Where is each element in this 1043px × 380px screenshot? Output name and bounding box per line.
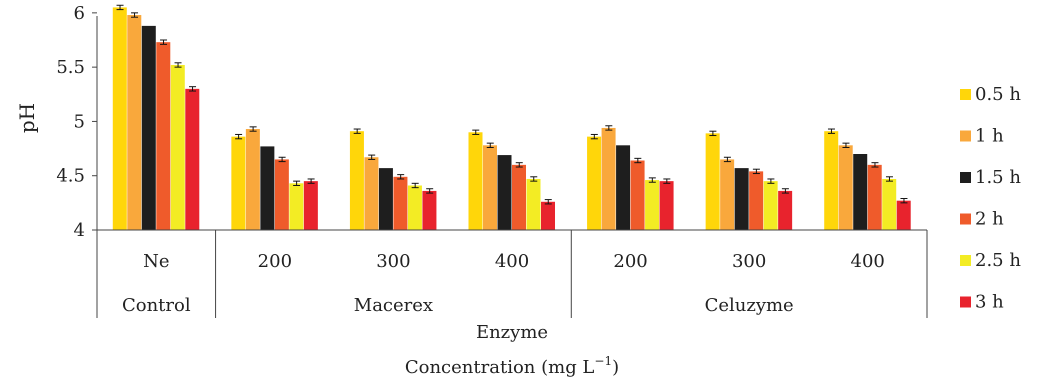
bar-2-4 — [616, 145, 631, 230]
bar-2-1 — [260, 146, 275, 230]
y-tick-label-4: 6 — [74, 3, 85, 24]
legend-swatch-5 — [960, 296, 971, 308]
x-axis-title-unit: Concentration (mg L — [405, 357, 595, 378]
bar-0-5 — [705, 133, 720, 230]
bar-4-3 — [526, 178, 541, 230]
legend-swatch-2 — [960, 172, 971, 183]
bar-5-4 — [659, 181, 674, 230]
legend-label-4: 2.5 h — [975, 250, 1021, 271]
legend-label-1: 1 h — [975, 126, 1004, 147]
plot-area — [112, 4, 911, 231]
bar-0-3 — [468, 132, 483, 230]
bar-3-0 — [156, 42, 171, 230]
x-axis-title-line1: Enzyme — [476, 322, 548, 343]
legend-label-5: 3 h — [975, 292, 1004, 313]
bar-3-2 — [393, 176, 408, 230]
legend-swatch-1 — [960, 130, 971, 142]
legend-label-3: 2 h — [975, 209, 1004, 230]
bar-0-0 — [112, 7, 127, 230]
bar-1-5 — [720, 159, 735, 230]
bar-2-5 — [734, 168, 749, 230]
bar-1-0 — [127, 15, 142, 231]
bar-4-4 — [645, 180, 660, 230]
axes: 4 4.5 5 5.5 6 Ne 200 300 400 200 300 400 Control Mace… — [56, 3, 928, 318]
y-axis-title: pH — [15, 103, 39, 133]
bar-5-5 — [778, 190, 793, 230]
bar-3-5 — [749, 171, 764, 230]
bar-2-6 — [853, 154, 868, 230]
legend: 0.5 h 1 h 1.5 h 2 h 2.5 h 3 h — [960, 84, 1021, 313]
bar-5-3 — [541, 201, 555, 230]
bar-4-2 — [407, 185, 422, 230]
legend-swatch-0 — [960, 89, 971, 100]
bar-4-6 — [882, 178, 897, 230]
x-axis-title-line2: Concentration (mg L−1) — [405, 354, 619, 378]
bar-4-1 — [289, 183, 304, 230]
bar-5-2 — [422, 190, 437, 230]
group-label-1: Macerex — [354, 295, 433, 316]
y-tick-label-1: 4.5 — [56, 166, 85, 187]
bar-1-4 — [601, 127, 616, 230]
bar-2-2 — [378, 168, 393, 230]
category-label-1: 200 — [258, 251, 292, 272]
group-label-0: Control — [122, 295, 191, 316]
category-label-5: 300 — [732, 251, 766, 272]
bar-3-4 — [630, 160, 645, 230]
bar-0-6 — [824, 131, 839, 230]
bar-5-0 — [185, 88, 200, 230]
legend-label-2: 1.5 h — [975, 167, 1021, 188]
x-axis-title-close: ) — [612, 357, 619, 378]
bar-3-1 — [274, 159, 289, 230]
bar-0-2 — [349, 131, 364, 230]
legend-swatch-3 — [960, 213, 971, 225]
bar-0-1 — [231, 136, 246, 230]
bar-1-6 — [838, 145, 853, 230]
y-tick-label-0: 4 — [74, 220, 85, 241]
bar-5-1 — [303, 181, 318, 230]
bar-1-3 — [483, 145, 497, 230]
bar-4-0 — [170, 64, 185, 230]
bar-1-2 — [364, 157, 379, 230]
category-label-0: Ne — [143, 251, 169, 272]
bar-5-6 — [896, 200, 911, 230]
y-tick-label-3: 5.5 — [56, 57, 85, 78]
category-label-6: 400 — [851, 251, 885, 272]
category-label-4: 200 — [613, 251, 647, 272]
bar-4-5 — [763, 181, 778, 230]
bar-1-1 — [245, 129, 260, 230]
bar-2-3 — [497, 155, 512, 230]
category-label-3: 400 — [495, 251, 529, 272]
category-label-2: 300 — [376, 251, 410, 272]
x-axis-title-superscript: −1 — [594, 354, 612, 368]
legend-label-0: 0.5 h — [975, 84, 1021, 105]
bar-3-6 — [867, 164, 882, 230]
bar-3-3 — [512, 164, 526, 230]
bar-2-0 — [141, 25, 156, 231]
y-tick-label-2: 5 — [74, 111, 85, 132]
legend-swatch-4 — [960, 255, 971, 266]
group-label-2: Celuzyme — [705, 295, 794, 316]
bar-0-4 — [587, 136, 602, 230]
